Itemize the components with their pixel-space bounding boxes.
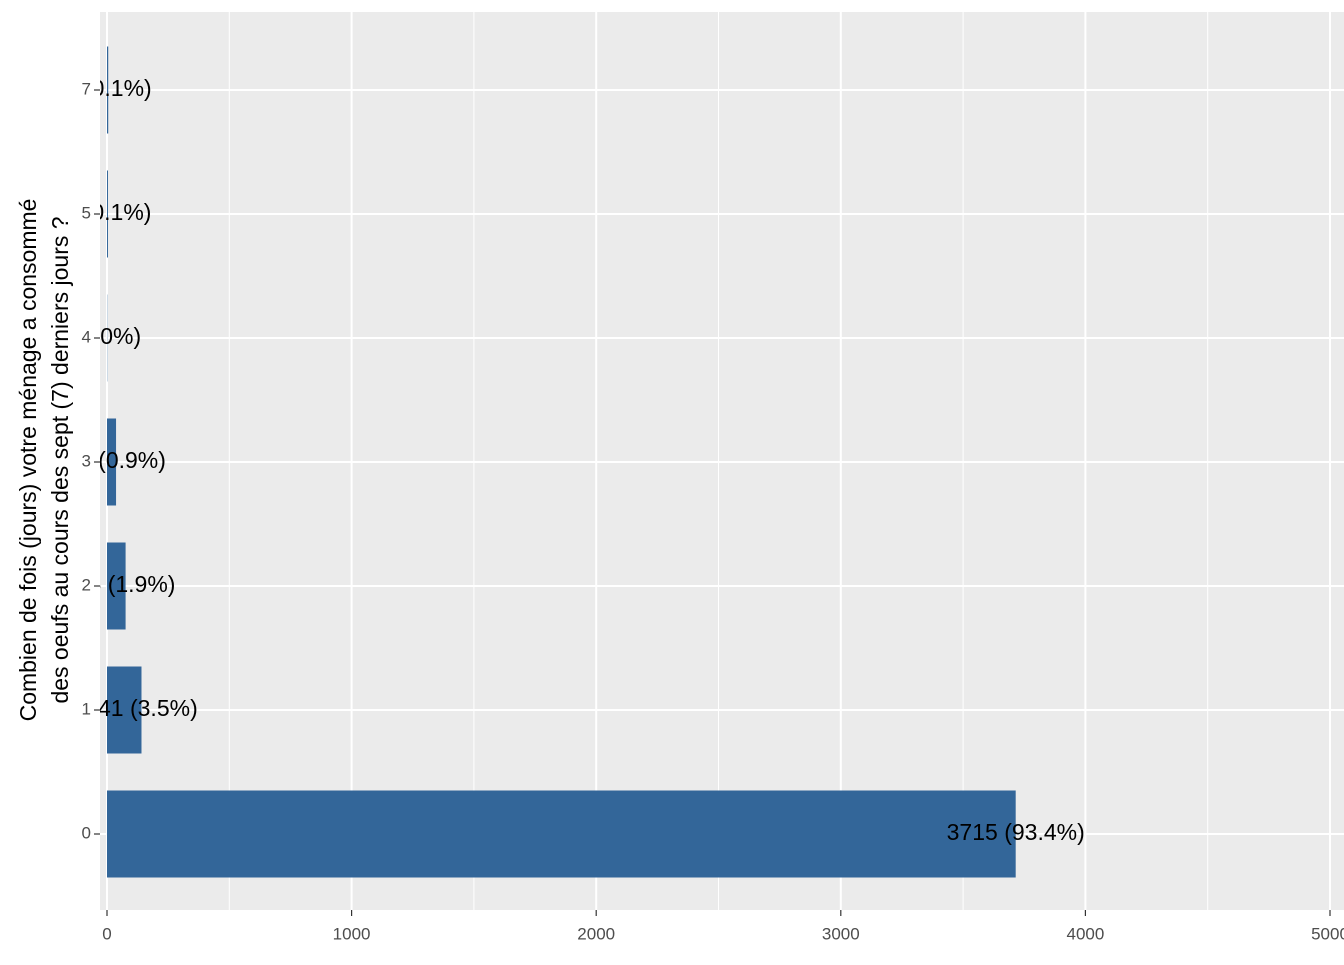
data-label: 4 (0.1%) — [65, 199, 152, 225]
x-tick-label: 2000 — [577, 924, 615, 943]
y-tick-label: 7 — [82, 79, 91, 98]
y-tick-label: 2 — [82, 575, 91, 594]
y-tick-label: 5 — [82, 203, 91, 222]
y-axis-title: des oeufs au cours des sept (7) derniers… — [47, 216, 73, 703]
x-tick-label: 0 — [102, 924, 111, 943]
data-label: 141 (3.5%) — [85, 695, 198, 721]
y-tick-label: 3 — [82, 451, 91, 470]
x-tick-label: 1000 — [333, 924, 371, 943]
data-label: 3715 (93.4%) — [947, 819, 1085, 845]
y-tick-label: 4 — [82, 327, 91, 346]
x-tick-label: 3000 — [822, 924, 860, 943]
bar — [107, 791, 1016, 878]
y-tick-label: 0 — [82, 823, 91, 842]
y-axis-title: Combien de fois (jours) votre ménage a c… — [15, 199, 41, 722]
data-label: 5 (0.1%) — [65, 75, 152, 101]
y-tick-label: 1 — [82, 699, 91, 718]
x-tick-label: 4000 — [1066, 924, 1104, 943]
